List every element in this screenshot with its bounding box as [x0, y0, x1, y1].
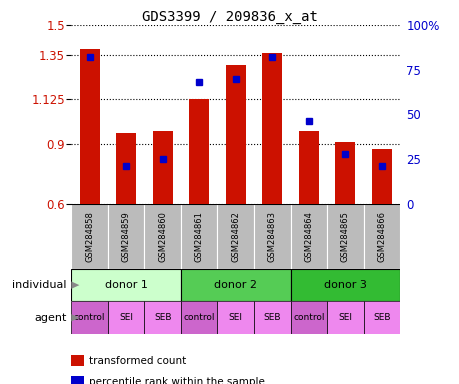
- Bar: [180, 301, 217, 334]
- Bar: [262, 53, 282, 204]
- Bar: [107, 301, 144, 334]
- Text: GSM284865: GSM284865: [340, 211, 349, 262]
- Text: GSM284860: GSM284860: [158, 211, 167, 262]
- Bar: [290, 301, 326, 334]
- Text: GSM284863: GSM284863: [267, 211, 276, 262]
- Bar: [71, 269, 180, 301]
- Bar: [71, 204, 107, 269]
- Text: GSM284859: GSM284859: [121, 211, 130, 262]
- Text: GSM284866: GSM284866: [376, 211, 386, 262]
- Text: agent: agent: [34, 313, 67, 323]
- Bar: [79, 49, 100, 204]
- Bar: [217, 301, 253, 334]
- Bar: [225, 65, 245, 204]
- Bar: [116, 133, 136, 204]
- Bar: [180, 269, 290, 301]
- Bar: [189, 99, 209, 204]
- Bar: [71, 301, 107, 334]
- Text: donor 3: donor 3: [323, 280, 366, 290]
- Text: SEI: SEI: [119, 313, 133, 322]
- Text: individual: individual: [12, 280, 67, 290]
- Bar: [152, 131, 172, 204]
- Text: SEB: SEB: [263, 313, 280, 322]
- Bar: [298, 131, 318, 204]
- Text: control: control: [292, 313, 324, 322]
- Bar: [107, 204, 144, 269]
- Bar: [363, 301, 399, 334]
- Polygon shape: [71, 281, 79, 289]
- Text: SEI: SEI: [228, 313, 242, 322]
- Bar: [253, 301, 290, 334]
- Bar: [180, 204, 217, 269]
- Bar: [290, 269, 399, 301]
- Bar: [335, 142, 355, 204]
- Bar: [144, 204, 180, 269]
- Text: control: control: [183, 313, 214, 322]
- Bar: [326, 301, 363, 334]
- Text: GSM284862: GSM284862: [231, 211, 240, 262]
- Text: SEB: SEB: [372, 313, 390, 322]
- Bar: [363, 204, 399, 269]
- Bar: [371, 149, 391, 204]
- Bar: [253, 204, 290, 269]
- Text: donor 1: donor 1: [105, 280, 147, 290]
- Text: percentile rank within the sample: percentile rank within the sample: [89, 377, 264, 384]
- Bar: [290, 204, 326, 269]
- Text: GSM284858: GSM284858: [85, 211, 94, 262]
- Text: control: control: [73, 313, 105, 322]
- Text: donor 2: donor 2: [214, 280, 257, 290]
- Bar: [217, 204, 253, 269]
- Bar: [326, 204, 363, 269]
- Text: GSM284861: GSM284861: [194, 211, 203, 262]
- Text: SEI: SEI: [338, 313, 352, 322]
- Text: transformed count: transformed count: [89, 356, 185, 366]
- Text: GSM284864: GSM284864: [304, 211, 313, 262]
- Bar: [144, 301, 180, 334]
- Polygon shape: [71, 314, 79, 321]
- Text: GDS3399 / 209836_x_at: GDS3399 / 209836_x_at: [142, 10, 317, 23]
- Text: SEB: SEB: [154, 313, 171, 322]
